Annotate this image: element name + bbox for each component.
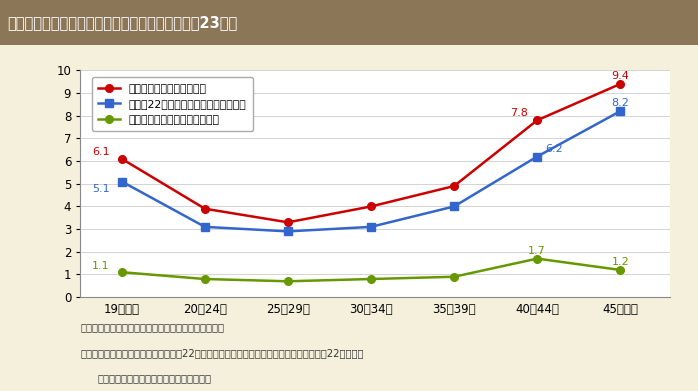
- Text: ２．周産期死亡率及び妊娠満22週以後の死産率における出産は，出生数に妊娠満22週以後の: ２．周産期死亡率及び妊娠満22週以後の死産率における出産は，出生数に妊娠満22週…: [80, 348, 364, 358]
- Text: 5.1: 5.1: [92, 185, 110, 194]
- Text: 第１－６－２図　母の年齢別周産期死亡率（平成23年）: 第１－６－２図 母の年齢別周産期死亡率（平成23年）: [7, 15, 237, 30]
- Text: 7.8: 7.8: [510, 108, 528, 118]
- Text: 8.2: 8.2: [611, 98, 629, 108]
- Legend: 周産期死亡率（出産千対）, 妊娠満22週以後の死産率（出産千対）, 早期新生児死亡率（出生千対）: 周産期死亡率（出産千対）, 妊娠満22週以後の死産率（出産千対）, 早期新生児死…: [91, 77, 253, 131]
- Text: 1.7: 1.7: [528, 246, 546, 256]
- Text: （備考）１．厚生労働省「人口動態統計」より作成。: （備考）１．厚生労働省「人口動態統計」より作成。: [80, 323, 224, 332]
- Text: 死産数を加えたものである。: 死産数を加えたものである。: [98, 373, 211, 383]
- Text: 6.1: 6.1: [92, 147, 110, 158]
- Text: 1.2: 1.2: [611, 257, 629, 267]
- Text: 6.2: 6.2: [545, 144, 563, 154]
- Text: 9.4: 9.4: [611, 71, 629, 81]
- Text: 1.1: 1.1: [92, 261, 110, 271]
